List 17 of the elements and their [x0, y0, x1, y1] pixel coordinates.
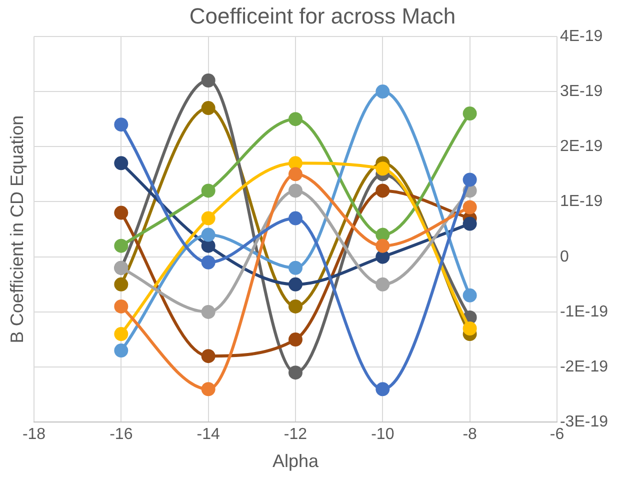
x-tick-label: -16 — [110, 426, 133, 444]
y-tick-label: -1E-19 — [560, 303, 608, 320]
y-tick-label: 2E-19 — [560, 138, 603, 156]
y-tick-label: 1E-19 — [560, 193, 603, 210]
y-tick-label: 4E-19 — [560, 28, 603, 45]
y-tick-label: 3E-19 — [560, 82, 603, 100]
y-tick-label: 0 — [560, 248, 569, 266]
x-tick-label: -10 — [371, 426, 394, 444]
x-tick-label: -14 — [196, 426, 220, 444]
y-axis-title: B Coefficient in CD Equation — [6, 115, 27, 344]
x-tick-label: -6 — [550, 426, 564, 444]
x-tick-label: -12 — [284, 426, 308, 444]
y-tick-label: -2E-19 — [560, 358, 608, 376]
x-axis-title: Alpha — [272, 451, 320, 472]
chart-title: Coefficeint for across Mach — [189, 3, 456, 28]
x-tick-label: -8 — [462, 426, 478, 444]
x-tick-label: -18 — [22, 426, 46, 444]
